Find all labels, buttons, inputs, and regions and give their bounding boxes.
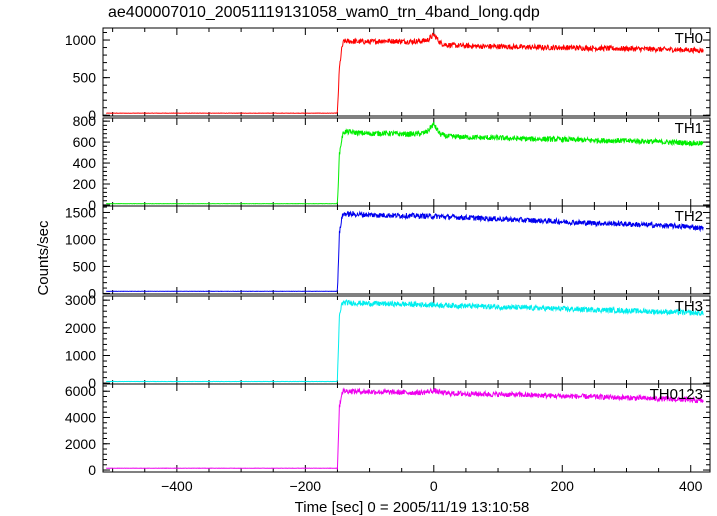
y-tick-label-TH0123: 6000 — [65, 383, 96, 399]
y-axis-label: Counts/sec — [35, 220, 52, 296]
x-axis-label: Time [sec] 0 = 2005/11/19 13:10:58 — [295, 499, 530, 516]
series-label-TH0123: TH0123 — [650, 386, 703, 403]
chart-panels: 0 500 1000 TH0 0 200 400 600 800 TH1 0 500 1000 1500 T… — [65, 27, 711, 494]
y-tick-label-TH2: 0 — [88, 285, 96, 301]
series-line-TH0 — [106, 32, 704, 114]
y-tick-label-TH3: 1000 — [65, 347, 96, 363]
y-tick-label-TH2: 1500 — [65, 204, 96, 220]
panel-frame-TH1 — [102, 117, 711, 207]
series-line-TH3 — [106, 299, 704, 383]
y-tick-label-TH1: 400 — [73, 155, 97, 171]
y-tick-label-TH0123: 2000 — [65, 436, 96, 452]
y-tick-label-TH2: 1000 — [65, 231, 96, 247]
series-line-TH1 — [105, 122, 704, 205]
panel-frame-TH2 — [102, 205, 711, 295]
series-label-TH2: TH2 — [675, 208, 703, 225]
y-tick-label-TH0: 500 — [73, 70, 97, 86]
y-tick-label-TH0123: 4000 — [65, 409, 96, 425]
y-tick-label-TH1: 800 — [73, 113, 97, 129]
y-tick-label-TH3: 3000 — [65, 292, 96, 308]
y-tick-label-TH0: 0 — [88, 107, 96, 123]
y-tick-label-TH2: 500 — [73, 258, 97, 274]
y-tick-label-TH1: 0 — [88, 197, 96, 213]
series-label-TH3: TH3 — [675, 298, 703, 315]
panel-frame-TH0123 — [102, 383, 711, 473]
series-line-TH2 — [105, 210, 704, 292]
y-tick-label-TH3: 0 — [88, 375, 96, 391]
x-tick-label: 200 — [551, 478, 575, 494]
y-tick-label-TH0: 1000 — [65, 32, 96, 48]
series-line-TH0123 — [105, 387, 704, 470]
series-label-TH1: TH1 — [675, 120, 703, 137]
series-label-TH0: TH0 — [675, 30, 703, 47]
x-tick-label: 0 — [430, 478, 438, 494]
chart-title: ae400007010_20051119131058_wam0_trn_4ban… — [108, 4, 540, 21]
panel-frame-TH0 — [102, 27, 711, 117]
x-tick-label: −200 — [290, 478, 322, 494]
y-tick-label-TH1: 600 — [73, 134, 97, 150]
x-tick-label: −400 — [161, 478, 193, 494]
x-tick-label: 400 — [679, 478, 703, 494]
y-tick-label-TH0123: 0 — [88, 462, 96, 478]
y-tick-label-TH1: 200 — [73, 176, 97, 192]
y-tick-label-TH3: 2000 — [65, 320, 96, 336]
